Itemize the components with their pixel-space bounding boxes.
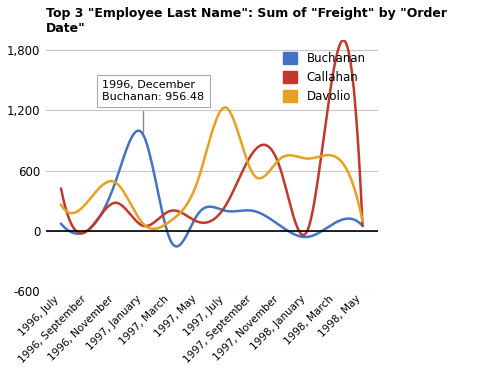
Legend: Buchanan, Callahan, Davolio: Buchanan, Callahan, Davolio	[277, 46, 372, 109]
Text: 1996, December
Buchanan: 956.48: 1996, December Buchanan: 956.48	[102, 80, 204, 132]
Text: Top 3 "Employee Last Name": Sum of "Freight" by "Order
Date": Top 3 "Employee Last Name": Sum of "Frei…	[46, 7, 447, 35]
